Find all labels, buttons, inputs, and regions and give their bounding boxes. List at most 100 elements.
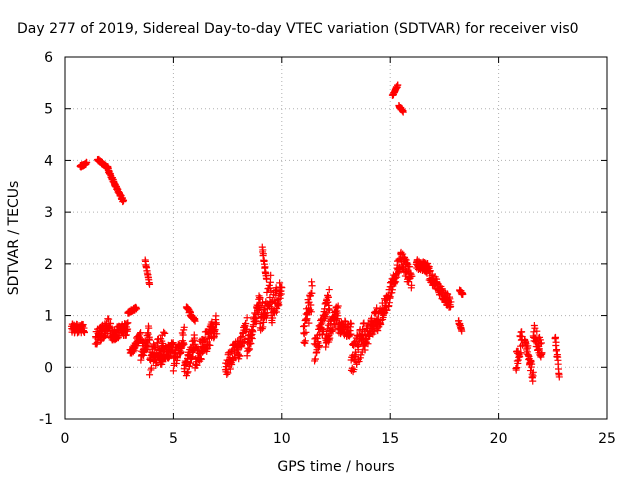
data-point — [536, 336, 544, 344]
data-point — [147, 364, 155, 372]
data-point — [533, 327, 541, 335]
data-points — [68, 81, 563, 385]
x-tick-label: 0 — [61, 431, 70, 447]
data-point — [406, 263, 414, 271]
data-point — [191, 317, 199, 325]
data-point — [458, 327, 466, 335]
data-point — [275, 301, 283, 309]
data-point — [334, 315, 342, 323]
data-point — [394, 81, 402, 89]
x-tick-labels: 0 5 10 15 20 25 — [61, 431, 616, 447]
x-tick-label: 5 — [169, 431, 178, 447]
data-point — [212, 312, 220, 320]
data-point — [516, 353, 524, 361]
y-tick-label: 4 — [44, 153, 53, 169]
data-point — [307, 308, 315, 316]
y-axis-label: SDTVAR / TECUs — [6, 181, 22, 296]
data-point — [529, 368, 537, 376]
data-point — [348, 364, 356, 372]
data-point — [107, 320, 115, 328]
data-point — [124, 319, 132, 327]
data-point — [120, 197, 128, 205]
grid — [65, 57, 607, 419]
data-point — [248, 335, 256, 343]
data-point — [322, 313, 330, 321]
x-tick-label: 20 — [490, 431, 508, 447]
data-point — [81, 329, 89, 337]
data-point — [537, 339, 545, 347]
data-point — [308, 282, 316, 290]
data-point — [266, 278, 274, 286]
data-point — [300, 330, 308, 338]
y-tick-label: 3 — [44, 205, 53, 221]
data-point — [149, 357, 157, 365]
data-point — [263, 275, 271, 283]
data-point — [259, 323, 267, 331]
y-tick-label: 5 — [44, 102, 53, 118]
data-point — [393, 273, 401, 281]
data-point — [311, 355, 319, 363]
data-point — [83, 159, 91, 167]
data-point — [173, 354, 181, 362]
data-point — [266, 293, 274, 301]
data-point — [146, 280, 154, 288]
data-point — [213, 330, 221, 338]
data-point — [137, 329, 145, 337]
data-point — [315, 341, 323, 349]
data-point — [299, 323, 307, 331]
data-point — [552, 338, 560, 346]
x-tick-label: 25 — [598, 431, 616, 447]
data-point — [513, 364, 521, 372]
data-point — [184, 368, 192, 376]
data-point — [144, 342, 152, 350]
data-point — [236, 352, 244, 360]
data-point — [350, 341, 358, 349]
y-tick-labels: -1 0 1 2 3 4 5 6 — [39, 50, 53, 428]
data-point — [403, 259, 411, 267]
data-point — [114, 334, 122, 342]
data-point — [459, 290, 467, 298]
data-point — [144, 330, 152, 338]
data-point — [185, 362, 193, 370]
data-point — [517, 349, 525, 357]
data-point — [528, 360, 536, 368]
data-point — [325, 286, 333, 294]
y-tick-label: 2 — [44, 257, 53, 273]
data-point — [535, 345, 543, 353]
data-point — [302, 328, 310, 336]
data-point — [332, 310, 340, 318]
data-point — [259, 250, 267, 258]
data-point — [278, 284, 286, 292]
data-point — [374, 327, 382, 335]
data-point — [79, 321, 87, 329]
data-point — [133, 305, 141, 313]
data-point — [223, 370, 231, 378]
data-point — [301, 337, 309, 345]
data-point — [324, 293, 332, 301]
data-point — [180, 323, 188, 331]
data-point — [197, 355, 205, 363]
x-tick-label: 10 — [273, 431, 291, 447]
data-point — [383, 306, 391, 314]
data-point — [237, 334, 245, 342]
data-point — [360, 319, 368, 327]
data-point — [212, 321, 220, 329]
data-point — [206, 341, 214, 349]
data-point — [364, 340, 372, 348]
data-point — [191, 334, 199, 342]
data-point — [308, 289, 316, 297]
data-point — [160, 328, 168, 336]
y-tick-label: -1 — [39, 412, 53, 428]
data-point — [256, 294, 264, 302]
data-point — [146, 371, 154, 379]
data-point — [392, 278, 400, 286]
data-point — [146, 336, 154, 344]
data-point — [193, 361, 201, 369]
data-point — [355, 358, 363, 366]
data-point — [243, 314, 251, 322]
data-point — [446, 295, 454, 303]
data-point — [161, 329, 169, 337]
data-point — [524, 342, 532, 350]
data-point — [224, 369, 232, 377]
